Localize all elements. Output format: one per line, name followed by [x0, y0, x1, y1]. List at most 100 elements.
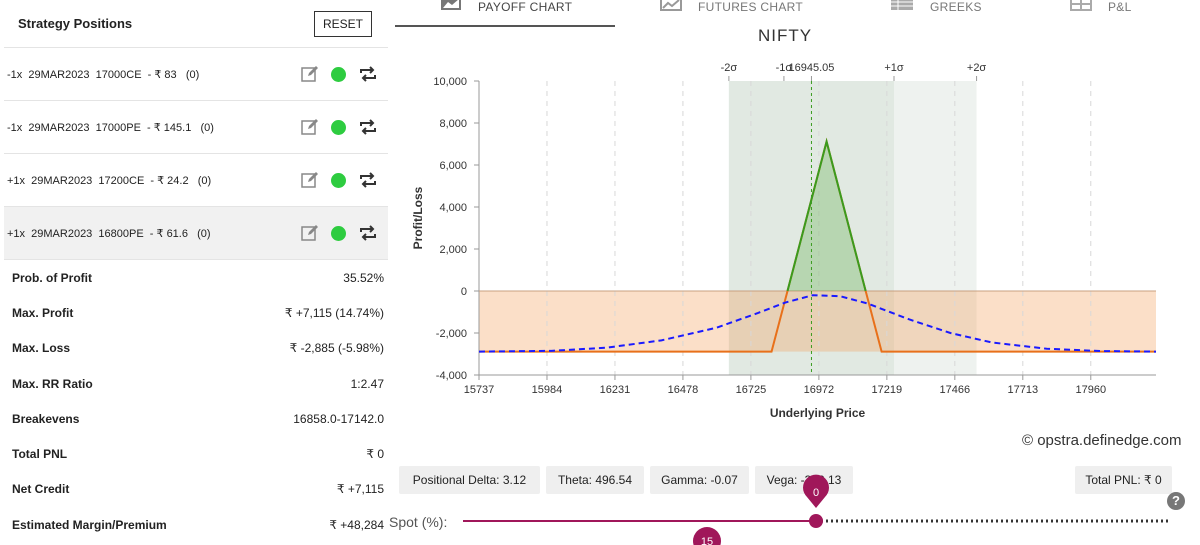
- x-tick-label: 16478: [668, 384, 699, 396]
- tab-label: P&L: [1108, 0, 1132, 14]
- x-tick-label: 16231: [600, 384, 631, 396]
- position-actions: [301, 101, 378, 153]
- payoff-chart[interactable]: 10,000 8,000 6,000 4,000 2,000 0 -2,000 -4,000 1…: [395, 48, 1175, 433]
- position-label: +1x 29MAR2023 16800PE - ₹ 61.6 (0): [7, 227, 211, 240]
- stat-label: Max. Profit: [12, 305, 74, 320]
- y-tick-label: 6,000: [439, 160, 467, 172]
- status-indicator[interactable]: [331, 119, 346, 135]
- stat-row: Estimated Margin/Premium ₹ +48,284: [12, 507, 384, 542]
- stat-value: ₹ +48,284: [329, 517, 384, 532]
- stat-value: 16858.0-17142.0: [293, 411, 384, 426]
- stat-row: Prob. of Profit 35.52%: [12, 260, 384, 295]
- theta-value: Theta: 496.54: [546, 466, 644, 494]
- strategy-panel: Strategy Positions RESET -1x 29MAR2023 1…: [4, 0, 388, 545]
- stat-row: Net Credit ₹ +7,115: [12, 472, 384, 507]
- stat-value: ₹ +7,115 (14.74%): [284, 305, 384, 320]
- strategy-stats: Prob. of Profit 35.52% Max. Profit ₹ +7,115…: [4, 260, 388, 542]
- y-tick-label: 2,000: [439, 244, 467, 256]
- tab-futures-chart[interactable]: FUTURES CHART: [660, 0, 803, 27]
- y-tick-label: -4,000: [436, 370, 467, 382]
- x-tick-label: 16725: [736, 384, 767, 396]
- stat-value: ₹ 0: [366, 447, 384, 462]
- stat-label: Estimated Margin/Premium: [12, 517, 167, 532]
- x-tick-label: 17713: [1008, 384, 1039, 396]
- days-slider-handle[interactable]: [693, 527, 721, 545]
- y-axis-title: Profit/Loss: [411, 186, 425, 249]
- active-tab-indicator: [395, 25, 615, 27]
- tab-pnl[interactable]: P&L: [1070, 0, 1132, 27]
- swap-icon[interactable]: [358, 65, 378, 83]
- position-row[interactable]: +1x 29MAR2023 16800PE - ₹ 61.6 (0): [4, 207, 388, 260]
- chart-title: NIFTY: [757, 26, 813, 45]
- y-tick-label: 8,000: [439, 118, 467, 130]
- positions-list: -1x 29MAR2023 17000CE - ₹ 83 (0) -1x 29MA…: [4, 48, 388, 260]
- status-indicator[interactable]: [331, 66, 346, 82]
- chart-tabs: PAYOFF CHART FUTURES CHART GREEKS P&L: [395, 0, 1200, 27]
- stat-row: Breakevens 16858.0-17142.0: [12, 401, 384, 436]
- help-icon[interactable]: ?: [1167, 492, 1185, 510]
- area-chart-icon: [441, 0, 461, 10]
- top-axis-label: -2σ: [721, 62, 738, 74]
- stat-value: ₹ +7,115: [336, 482, 384, 497]
- grid-icon: [1070, 0, 1092, 11]
- brand-credit: © opstra.definedge.com: [1022, 432, 1182, 449]
- x-tick-label: 15984: [532, 384, 563, 396]
- position-label: -1x 29MAR2023 17000PE - ₹ 145.1 (0): [7, 121, 214, 134]
- position-label: -1x 29MAR2023 17000CE - ₹ 83 (0): [7, 68, 200, 81]
- stat-row: Max. Profit ₹ +7,115 (14.74%): [12, 295, 384, 330]
- status-indicator[interactable]: [331, 172, 346, 188]
- y-tick-label: 10,000: [433, 76, 467, 88]
- strategy-header: Strategy Positions RESET: [4, 0, 388, 48]
- edit-icon[interactable]: [301, 65, 319, 83]
- x-tick-label: 15737: [464, 384, 495, 396]
- top-axis-label: -1σ: [776, 62, 793, 74]
- position-row[interactable]: +1x 29MAR2023 17200CE - ₹ 24.2 (0): [4, 154, 388, 207]
- x-tick-label: 17960: [1075, 384, 1106, 396]
- edit-icon[interactable]: [301, 224, 319, 242]
- profit-region: [787, 141, 866, 291]
- strategy-title: Strategy Positions: [18, 16, 133, 31]
- swap-icon[interactable]: [358, 224, 378, 242]
- table-icon: [891, 0, 913, 10]
- top-axis-label: 16945.05: [789, 62, 835, 74]
- tab-label: PAYOFF CHART: [478, 0, 573, 14]
- loss-region: [479, 291, 1156, 352]
- stat-row: Max. RR Ratio 1:2.47: [12, 366, 384, 401]
- stat-label: Net Credit: [12, 482, 70, 497]
- stat-label: Breakevens: [12, 411, 80, 426]
- tab-label: FUTURES CHART: [698, 0, 804, 14]
- swap-icon[interactable]: [358, 118, 378, 136]
- positional-delta: Positional Delta: 3.12: [399, 466, 540, 494]
- status-indicator[interactable]: [331, 225, 346, 241]
- y-tick-label: -2,000: [436, 328, 467, 340]
- y-tick-label: 0: [461, 286, 467, 298]
- position-actions: [301, 154, 378, 206]
- edit-icon[interactable]: [301, 171, 319, 189]
- spot-slider-handle[interactable]: [803, 474, 830, 528]
- stat-row: Max. Loss ₹ -2,885 (-5.98%): [12, 331, 384, 366]
- stat-label: Max. Loss: [12, 341, 71, 356]
- swap-icon[interactable]: [358, 171, 378, 189]
- stat-row: Total PNL ₹ 0: [12, 436, 384, 471]
- tab-payoff-chart[interactable]: PAYOFF CHART: [440, 0, 572, 27]
- edit-icon[interactable]: [301, 118, 319, 136]
- stat-value: 35.52%: [343, 270, 384, 285]
- tab-label: GREEKS: [930, 0, 982, 14]
- current-payoff-line: [478, 294, 1157, 353]
- position-row[interactable]: -1x 29MAR2023 17000PE - ₹ 145.1 (0): [4, 101, 388, 154]
- stat-label: Prob. of Profit: [12, 270, 92, 285]
- top-axis-label: +2σ: [967, 62, 987, 74]
- top-axis-label: +1σ: [884, 62, 904, 74]
- reset-button[interactable]: RESET: [313, 10, 372, 37]
- gamma-value: Gamma: -0.07: [650, 466, 749, 494]
- expiry-profit-segment: [786, 137, 867, 292]
- stat-value: 1:2.47: [350, 376, 384, 391]
- position-row[interactable]: -1x 29MAR2023 17000CE - ₹ 83 (0): [4, 48, 388, 101]
- y-tick-label: 4,000: [439, 202, 467, 214]
- tab-greeks[interactable]: GREEKS: [890, 0, 982, 27]
- position-label: +1x 29MAR2023 17200CE - ₹ 24.2 (0): [7, 174, 212, 187]
- x-tick-label: 17466: [940, 384, 971, 396]
- position-actions: [301, 207, 378, 259]
- total-pnl-badge: Total PNL: ₹ 0: [1075, 466, 1172, 494]
- stat-label: Total PNL: [12, 447, 68, 462]
